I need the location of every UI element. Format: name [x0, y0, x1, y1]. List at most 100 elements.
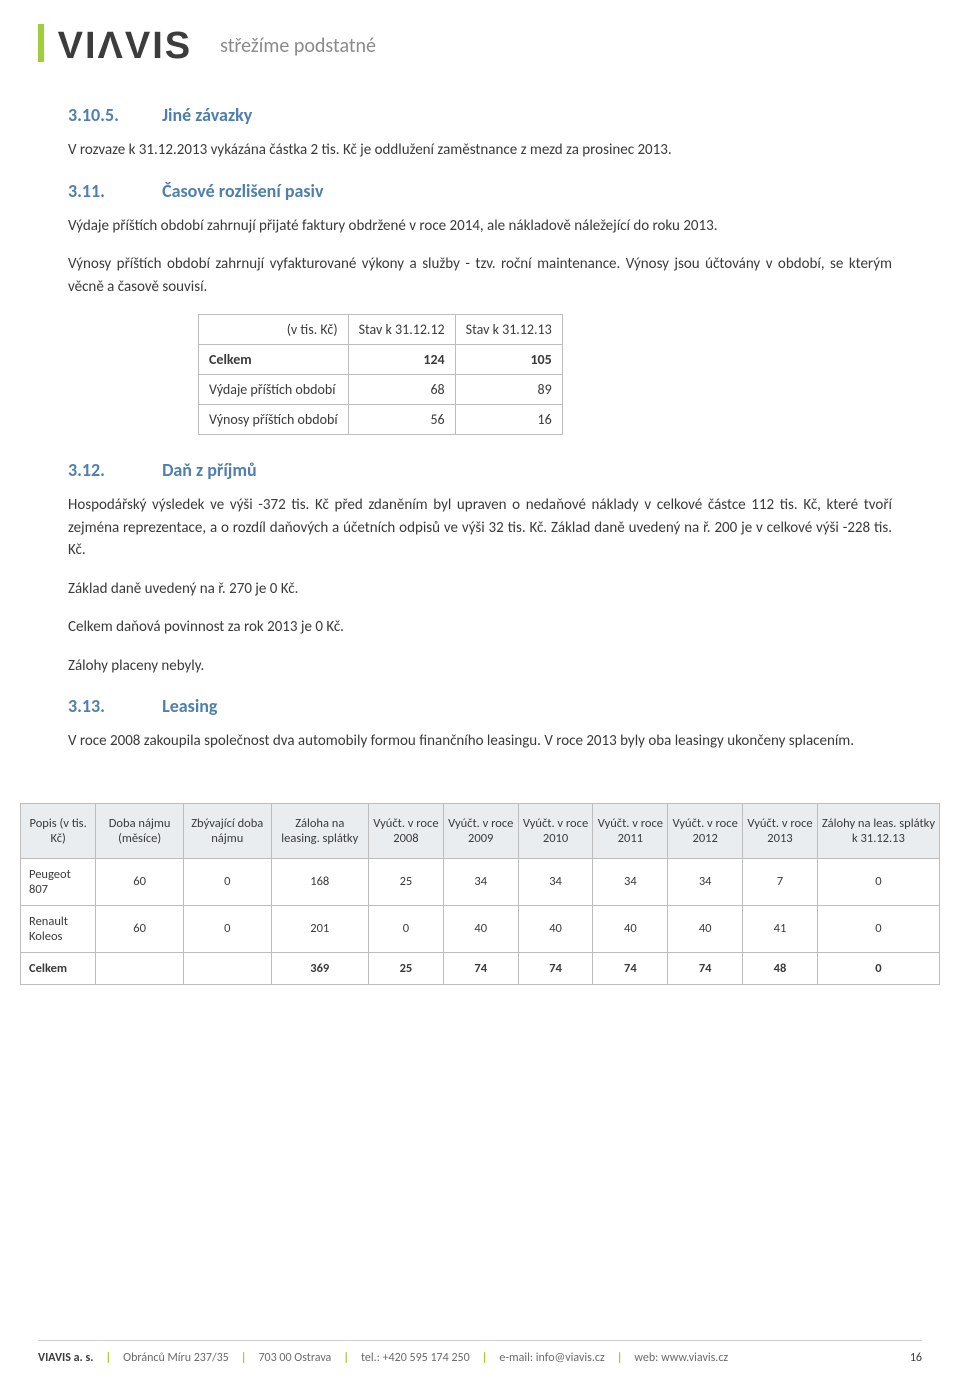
th: Zbývající doba nájmu [183, 803, 271, 858]
paragraph: Zálohy placeny nebyly. [68, 655, 892, 678]
footer-separator-icon: | [241, 1351, 247, 1365]
heading-number: 3.12. [68, 457, 158, 484]
cell: 74 [518, 952, 593, 984]
cell: 74 [593, 952, 668, 984]
footer-address: Obránců Míru 237/35 [123, 1351, 229, 1365]
cell: 0 [817, 952, 939, 984]
leasing-table-container: Popis (v tis. Kč) Doba nájmu (měsíce) Zb… [0, 803, 960, 985]
table-row: Výdaje příštích období 68 89 [199, 375, 563, 405]
cell: 56 [348, 405, 455, 435]
cell: 89 [455, 375, 562, 405]
table-row: Celkem 124 105 [199, 345, 563, 375]
cell: 16 [455, 405, 562, 435]
cell: 34 [518, 858, 593, 905]
page-footer: VIAVIS a. s. | Obránců Míru 237/35 | 703… [38, 1340, 922, 1365]
cell: 0 [817, 905, 939, 952]
th: Záloha na leasing. splátky [271, 803, 368, 858]
cell: 34 [668, 858, 743, 905]
table-row-total: Celkem 369 25 74 74 74 74 48 0 [21, 952, 940, 984]
table-header-row: Popis (v tis. Kč) Doba nájmu (měsíce) Zb… [21, 803, 940, 858]
table-row: Renault Koleos 60 0 201 0 40 40 40 40 41… [21, 905, 940, 952]
cell: 124 [348, 345, 455, 375]
footer-separator-icon: | [105, 1351, 111, 1365]
paragraph: Základ daně uvedený na ř. 270 je 0 Kč. [68, 578, 892, 601]
cell: 60 [96, 905, 184, 952]
heading-title: Časové rozlišení pasiv [162, 180, 323, 202]
heading-3-11: 3.11. Časové rozlišení pasiv [68, 178, 892, 205]
th: Doba nájmu (měsíce) [96, 803, 184, 858]
row-label: Renault Koleos [21, 905, 96, 952]
cell: 34 [593, 858, 668, 905]
logo: VIΛVIS [38, 24, 192, 68]
cell: 168 [271, 858, 368, 905]
table-header-col2: Stav k 31.12.13 [455, 315, 562, 345]
cell: 25 [369, 952, 444, 984]
heading-title: Leasing [162, 695, 217, 717]
cell: 41 [743, 905, 818, 952]
footer-email: e-mail: info@viavis.cz [499, 1351, 604, 1365]
cell: 7 [743, 858, 818, 905]
heading-title: Daň z příjmů [162, 459, 257, 481]
footer-web: web: www.viavis.cz [634, 1351, 728, 1365]
logo-text: VIΛVIS [58, 25, 193, 67]
footer-separator-icon: | [343, 1351, 349, 1365]
table-row: Peugeot 807 60 0 168 25 34 34 34 34 7 0 [21, 858, 940, 905]
table-header-col1: Stav k 31.12.12 [348, 315, 455, 345]
th: Popis (v tis. Kč) [21, 803, 96, 858]
table-row: Výnosy příštích období 56 16 [199, 405, 563, 435]
footer-city: 703 00 Ostrava [258, 1351, 331, 1365]
heading-number: 3.10.5. [68, 102, 158, 129]
footer-separator-icon: | [617, 1351, 623, 1365]
paragraph: Výdaje příštích období zahrnují přijaté … [68, 215, 892, 238]
row-label: Peugeot 807 [21, 858, 96, 905]
heading-3-13: 3.13. Leasing [68, 693, 892, 720]
cell: 0 [183, 858, 271, 905]
cell: 60 [96, 858, 184, 905]
th: Vyúčt. v roce 2009 [443, 803, 518, 858]
th: Vyúčt. v roce 2013 [743, 803, 818, 858]
cell: 74 [668, 952, 743, 984]
row-label: Výdaje příštích období [199, 375, 349, 405]
page-number: 16 [910, 1351, 922, 1365]
logo-accent-bar [38, 24, 44, 62]
paragraph: Výnosy příštích období zahrnují vyfaktur… [68, 253, 892, 298]
footer-separator-icon: | [482, 1351, 488, 1365]
table-header-unit: (v tis. Kč) [199, 315, 349, 345]
heading-number: 3.11. [68, 178, 158, 205]
accruals-table: (v tis. Kč) Stav k 31.12.12 Stav k 31.12… [198, 314, 563, 435]
paragraph: Celkem daňová povinnost za rok 2013 je 0… [68, 616, 892, 639]
cell: 0 [817, 858, 939, 905]
cell: 105 [455, 345, 562, 375]
paragraph: V roce 2008 zakoupila společnost dva aut… [68, 730, 892, 753]
paragraph: Hospodářský výsledek ve výši -372 tis. K… [68, 494, 892, 562]
footer-company: VIAVIS a. s. [38, 1351, 93, 1365]
th: Vyúčt. v roce 2008 [369, 803, 444, 858]
row-label: Výnosy příštích období [199, 405, 349, 435]
cell [183, 952, 271, 984]
page-header: VIΛVIS střežíme podstatné [0, 0, 960, 84]
heading-3-12: 3.12. Daň z příjmů [68, 457, 892, 484]
tagline: střežíme podstatné [220, 34, 376, 58]
cell: 369 [271, 952, 368, 984]
cell: 0 [183, 905, 271, 952]
cell: 40 [593, 905, 668, 952]
cell: 48 [743, 952, 818, 984]
cell: 40 [668, 905, 743, 952]
cell [96, 952, 184, 984]
footer-tel: tel.: +420 595 174 250 [361, 1351, 470, 1365]
row-label: Celkem [199, 345, 349, 375]
th: Zálohy na leas. splátky k 31.12.13 [817, 803, 939, 858]
th: Vyúčt. v roce 2010 [518, 803, 593, 858]
cell: 40 [443, 905, 518, 952]
heading-title: Jiné závazky [162, 104, 252, 126]
cell: 201 [271, 905, 368, 952]
paragraph: V rozvaze k 31.12.2013 vykázána částka 2… [68, 139, 892, 162]
th: Vyúčt. v roce 2012 [668, 803, 743, 858]
cell: 40 [518, 905, 593, 952]
th: Vyúčt. v roce 2011 [593, 803, 668, 858]
row-label: Celkem [21, 952, 96, 984]
cell: 34 [443, 858, 518, 905]
document-body: 3.10.5. Jiné závazky V rozvaze k 31.12.2… [0, 84, 960, 753]
heading-number: 3.13. [68, 693, 158, 720]
cell: 0 [369, 905, 444, 952]
